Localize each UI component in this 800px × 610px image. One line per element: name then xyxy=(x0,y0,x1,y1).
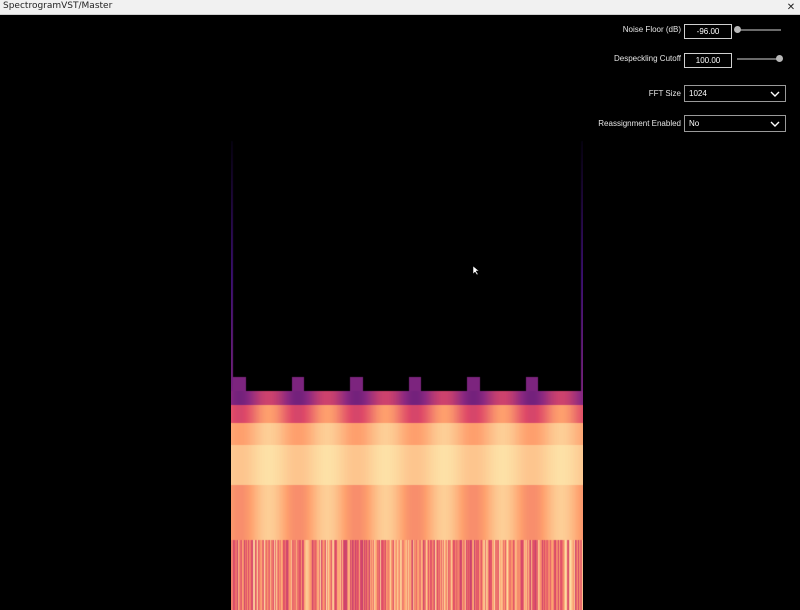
noise-floor-slider-thumb[interactable] xyxy=(734,26,741,33)
despeckling-cutoff-slider-track[interactable] xyxy=(737,58,781,60)
noise-floor-input[interactable]: -96.00 xyxy=(684,24,732,39)
reassignment-value: No xyxy=(689,119,700,128)
despeckling-cutoff-label: Despeckling Cutoff xyxy=(614,54,681,63)
reassignment-label: Reassignment Enabled xyxy=(598,119,681,128)
noise-floor-slider-track[interactable] xyxy=(737,29,781,31)
fft-size-dropdown[interactable]: 1024 xyxy=(684,85,786,102)
close-icon[interactable]: ✕ xyxy=(786,2,796,13)
despeckling-cutoff-input[interactable]: 100.00 xyxy=(684,53,732,68)
plugin-panel: Noise Floor (dB) -96.00 Despeckling Cuto… xyxy=(0,15,800,610)
chevron-down-icon xyxy=(770,91,780,97)
reassignment-dropdown[interactable]: No xyxy=(684,115,786,132)
window-title: SpectrogramVST/Master xyxy=(3,1,113,11)
spectrogram-display xyxy=(231,15,583,610)
window-titlebar: SpectrogramVST/Master ✕ xyxy=(0,0,800,15)
noise-floor-label: Noise Floor (dB) xyxy=(622,25,681,34)
chevron-down-icon xyxy=(770,121,780,127)
fft-size-label: FFT Size xyxy=(648,89,681,98)
arrow-cursor-icon xyxy=(472,266,480,275)
despeckling-cutoff-slider-thumb[interactable] xyxy=(776,55,783,62)
fft-size-value: 1024 xyxy=(689,89,707,98)
